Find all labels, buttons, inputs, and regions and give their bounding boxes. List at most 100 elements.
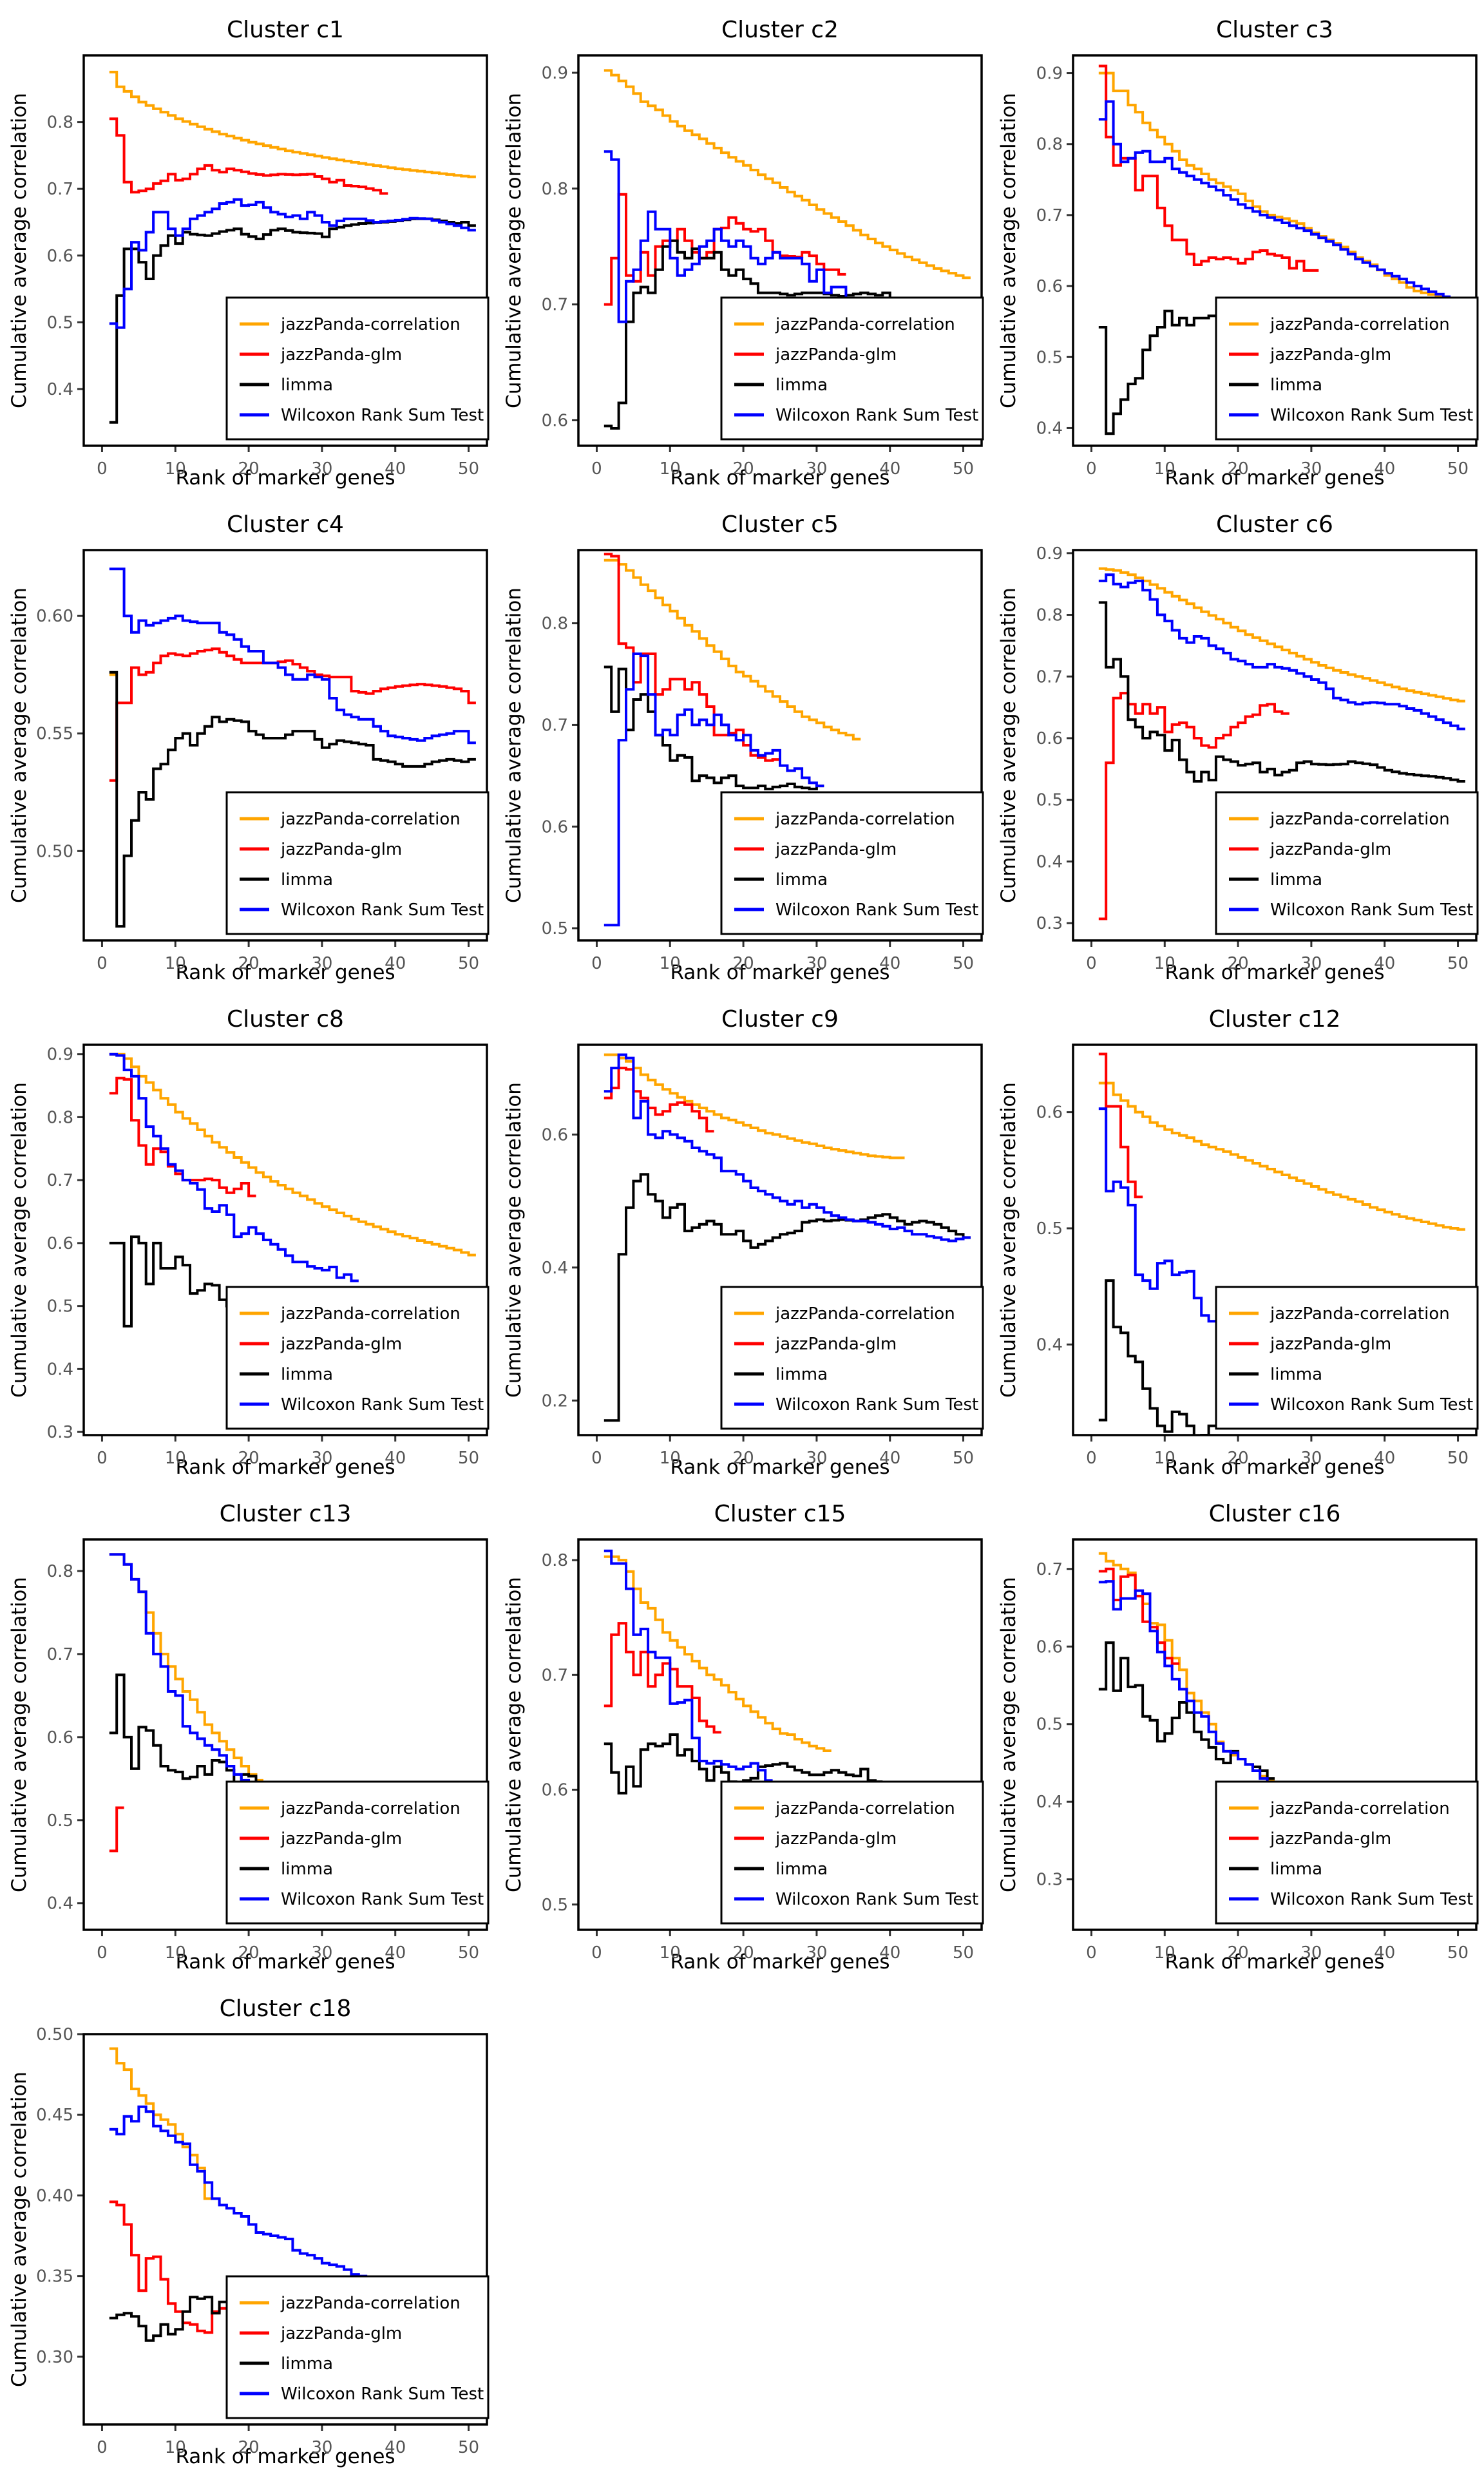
x-tick-label: 0 [1086, 1943, 1097, 1963]
x-axis-label: Rank of marker genes [670, 1456, 889, 1479]
y-tick-label: 0.60 [36, 607, 73, 626]
legend-label-limma: limma [281, 870, 333, 890]
x-tick-label: 30 [806, 1449, 827, 1468]
legend-box [225, 296, 490, 441]
legend: jazzPanda-correlation jazzPanda-glm limma W… [720, 1286, 984, 1430]
y-tick-label: 0.6 [542, 817, 568, 837]
chart-cell-c12: Cluster c12 Rank of marker genes Cumulativ… [989, 989, 1484, 1484]
chart-cluster-c15: Cluster c15 Rank of marker genes Cumulativ… [502, 1501, 984, 1974]
plot-area [109, 567, 476, 928]
x-tick-label: 0 [591, 954, 602, 973]
y-axis-label: Cumulative average correlation [8, 1577, 31, 1892]
series-Wilcoxon Rank Sum Test [604, 1053, 971, 1243]
y-tick-label: 0.4 [1036, 1335, 1063, 1355]
legend-label-Wilcoxon Rank Sum Test: Wilcoxon Rank Sum Test [281, 900, 484, 920]
y-tick-label: 0.3 [1036, 1871, 1063, 1890]
plot-area [604, 553, 861, 927]
series-Wilcoxon Rank Sum Test [1098, 100, 1451, 298]
y-tick-label: 0.6 [47, 247, 73, 266]
series-jazzPanda-correlation [1098, 71, 1443, 298]
legend-label-jazzPanda-glm: jazzPanda-glm [280, 1335, 402, 1354]
x-tick-label: 30 [311, 2438, 332, 2457]
legend-label-jazzPanda-glm: jazzPanda-glm [775, 1335, 897, 1354]
chart-title: Cluster c18 [220, 1995, 352, 2022]
legend-box [720, 791, 984, 935]
y-tick-label: 0.7 [542, 296, 568, 315]
x-tick-label: 0 [97, 459, 108, 479]
x-tick-label: 40 [385, 459, 406, 479]
y-tick-label: 0.5 [47, 1297, 73, 1317]
legend-label-jazzPanda-glm: jazzPanda-glm [1270, 1829, 1391, 1849]
x-tick-label: 50 [953, 1943, 974, 1963]
chart-cell-c2: Cluster c2 Rank of marker genes Cumulative… [495, 0, 989, 495]
series-limma [604, 1173, 971, 1422]
x-tick-label: 30 [1300, 1449, 1322, 1468]
y-tick-label: 0.3 [47, 1423, 73, 1442]
series-jazzPanda-correlation [1098, 1552, 1275, 1782]
x-tick-label: 0 [97, 1449, 108, 1468]
axes-box [577, 1538, 983, 1931]
legend-label-jazzPanda-correlation: jazzPanda-correlation [775, 1799, 955, 1818]
chart-cluster-c6: Cluster c6 Rank of marker genes Cumulative… [997, 511, 1479, 984]
chart-title: Cluster c1 [227, 17, 344, 43]
x-axis-label: Rank of marker genes [175, 466, 395, 490]
chart-cluster-c9: Cluster c9 Rank of marker genes Cumulative… [502, 1006, 984, 1479]
series-limma [109, 2296, 227, 2342]
y-tick-label: 0.8 [542, 1551, 568, 1570]
y-tick-label: 0.7 [47, 1645, 73, 1664]
legend-label-jazzPanda-glm: jazzPanda-glm [1270, 345, 1391, 365]
x-axis-label: Rank of marker genes [670, 466, 889, 490]
plot-area [109, 2047, 410, 2342]
series-jazzPanda-glm [109, 1076, 256, 1197]
legend-box [720, 1286, 984, 1430]
y-tick-label: 0.8 [542, 180, 568, 199]
x-axis-label: Rank of marker genes [1165, 1950, 1384, 1974]
y-tick-label: 0.40 [36, 2186, 73, 2205]
x-tick-label: 30 [1300, 1943, 1322, 1963]
series-Wilcoxon Rank Sum Test [604, 652, 824, 927]
x-tick-label: 0 [97, 2438, 108, 2457]
y-tick-label: 0.55 [36, 725, 73, 744]
x-tick-label: 20 [238, 459, 260, 479]
series-jazzPanda-glm [109, 647, 476, 782]
x-tick-label: 30 [1300, 459, 1322, 479]
chart-cell-c5: Cluster c5 Rank of marker genes Cumulative… [495, 495, 989, 989]
series-jazzPanda-correlation [109, 2047, 213, 2200]
legend-label-jazzPanda-glm: jazzPanda-glm [775, 840, 897, 859]
axes-box [577, 549, 983, 942]
y-tick-label: 0.6 [1036, 277, 1063, 296]
legend-label-Wilcoxon Rank Sum Test: Wilcoxon Rank Sum Test [281, 1395, 484, 1414]
legend: jazzPanda-correlation jazzPanda-glm limma W… [720, 296, 984, 441]
legend-label-Wilcoxon Rank Sum Test: Wilcoxon Rank Sum Test [1270, 900, 1473, 920]
legend-label-jazzPanda-glm: jazzPanda-glm [1270, 840, 1391, 859]
chart-title: Cluster c16 [1209, 1501, 1341, 1527]
legend-label-limma: limma [281, 2354, 333, 2374]
legend-label-jazzPanda-correlation: jazzPanda-correlation [775, 810, 955, 829]
legend-label-jazzPanda-glm: jazzPanda-glm [280, 1829, 402, 1849]
y-tick-label: 0.5 [47, 313, 73, 332]
series-Wilcoxon Rank Sum Test [1098, 573, 1465, 730]
x-tick-label: 40 [1374, 1943, 1395, 1963]
x-tick-label: 0 [97, 954, 108, 973]
axes-box [82, 1043, 488, 1436]
y-axis-label: Cumulative average correlation [502, 1082, 526, 1398]
x-tick-label: 20 [238, 954, 260, 973]
y-tick-label: 0.6 [1036, 1637, 1063, 1657]
x-tick-label: 50 [458, 954, 479, 973]
chart-title: Cluster c5 [721, 511, 839, 538]
y-tick-label: 0.35 [36, 2267, 73, 2287]
series-jazzPanda-correlation [604, 69, 971, 280]
x-tick-label: 0 [591, 1449, 602, 1468]
legend-label-jazzPanda-correlation: jazzPanda-correlation [280, 1799, 461, 1818]
series-limma [1098, 601, 1465, 783]
x-tick-label: 0 [1086, 1449, 1097, 1468]
x-tick-label: 20 [238, 1449, 260, 1468]
x-axis-label: Rank of marker genes [1165, 466, 1384, 490]
y-tick-label: 0.6 [47, 1234, 73, 1253]
y-axis-label: Cumulative average correlation [8, 1082, 31, 1398]
y-tick-label: 0.7 [1036, 667, 1063, 687]
y-tick-label: 0.9 [1036, 544, 1063, 564]
series-limma [109, 671, 476, 928]
y-tick-label: 0.8 [47, 113, 73, 133]
x-tick-label: 20 [733, 954, 754, 973]
